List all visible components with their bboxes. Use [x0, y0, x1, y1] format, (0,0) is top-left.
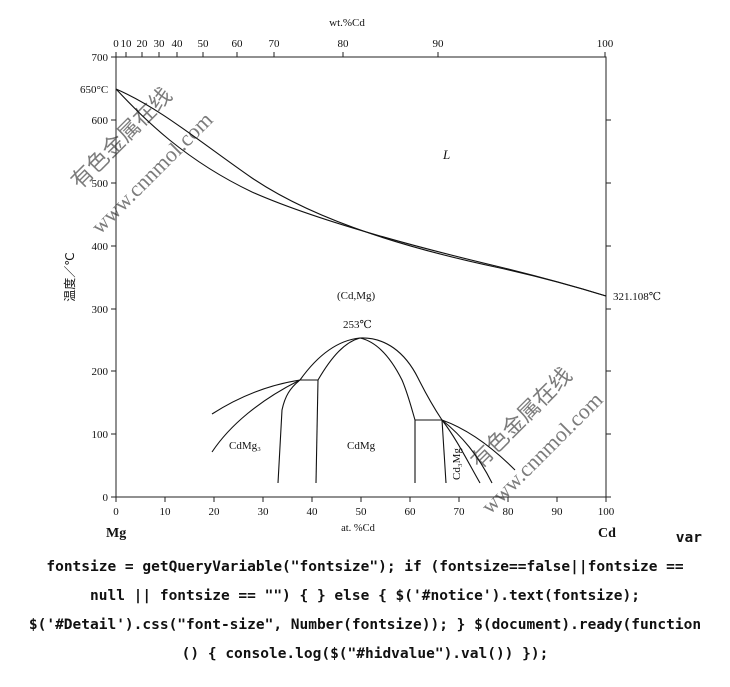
bottom-tick-label: 60 [405, 506, 417, 518]
y-tick-label: 500 [92, 178, 109, 190]
y-axis-title: 温度／℃ [62, 252, 77, 301]
code-line-5: () { console.log($("#hidvalue").val()) }… [181, 646, 549, 662]
y-tick-label: 400 [92, 241, 109, 253]
bottom-tick-label: 100 [598, 506, 615, 518]
cdmg-dome-inner [317, 337, 416, 483]
element-cd: Cd [598, 526, 616, 541]
y-tick-label: 100 [92, 429, 109, 441]
top-tick-label: 0 [113, 38, 119, 50]
phase-diagram: 有色金属在线 www.cnnmol.com 有色金属在线 www.cnnmol.… [62, 17, 661, 541]
bottom-ticks: 0 10 20 30 40 50 60 70 80 90 100 [113, 497, 615, 518]
cdmg3-label: CdMg₃ [229, 440, 261, 452]
y-tick-label: 200 [92, 366, 109, 378]
bottom-tick-label: 40 [307, 506, 319, 518]
top-tick-label: 40 [172, 38, 184, 50]
cdmg3-boundary-b [211, 379, 301, 453]
bottom-tick-label: 30 [258, 506, 270, 518]
phase-boundaries [115, 88, 607, 484]
cd3mg-boundary-c [441, 419, 481, 484]
cd-melting-label: 321.108℃ [613, 291, 661, 303]
top-tick-label: 60 [232, 38, 244, 50]
top-tick-label: 80 [338, 38, 350, 50]
top-tick-label: 100 [597, 38, 614, 50]
top-ticks: 0 10 20 30 40 50 60 70 80 90 100 [113, 38, 614, 57]
bottom-tick-label: 70 [454, 506, 466, 518]
top-tick-label: 50 [198, 38, 210, 50]
x-axis-title: at. %Cd [341, 523, 376, 534]
bottom-tick-label: 50 [356, 506, 368, 518]
code-line-3: null || fontsize == "") { } else { $('#n… [90, 588, 640, 604]
cd3mg-boundary-b [441, 419, 447, 484]
top-tick-label: 90 [433, 38, 445, 50]
top-tick-label: 20 [137, 38, 149, 50]
bottom-tick-label: 80 [503, 506, 515, 518]
bottom-tick-label: 10 [160, 506, 172, 518]
bottom-tick-label: 90 [552, 506, 564, 518]
y-tick-label: 0 [103, 492, 109, 504]
liquid-label: L [442, 147, 450, 162]
cd3mg-label: Cd₃Mg [451, 448, 463, 480]
max-temp-label: 253℃ [343, 319, 372, 331]
cdmg3-boundary-a [211, 379, 318, 415]
cdmg-left-boundary [315, 379, 319, 484]
y-tick-label: 700 [92, 52, 109, 64]
top-tick-label: 30 [154, 38, 166, 50]
bottom-tick-label: 20 [209, 506, 221, 518]
y-tick-label: 300 [92, 304, 109, 316]
cd3mg-boundary-d [441, 419, 493, 484]
top-tick-label: 10 [121, 38, 133, 50]
y-tick-label: 600 [92, 115, 109, 127]
code-line-1: var [675, 530, 702, 546]
cdmg3-boundary-c [277, 379, 301, 484]
top-axis-title: wt.%Cd [329, 17, 365, 29]
bottom-tick-label: 0 [113, 506, 119, 518]
cdmg-dome-outer [299, 337, 443, 421]
element-mg: Mg [106, 526, 126, 541]
solidus-curve [115, 88, 607, 297]
top-tick-label: 70 [269, 38, 281, 50]
code-line-4: $('#Detail').css("font-size", Number(fon… [28, 617, 702, 633]
y-ticks: 0 100 200 300 400 500 600 700 [92, 52, 611, 504]
code-line-2: fontsize = getQueryVariable("fontsize");… [46, 559, 684, 575]
mg-melting-label: 650°C [80, 84, 108, 96]
solid-solution-label: (Cd,Mg) [337, 290, 376, 302]
cdmg-label: CdMg [347, 440, 376, 452]
